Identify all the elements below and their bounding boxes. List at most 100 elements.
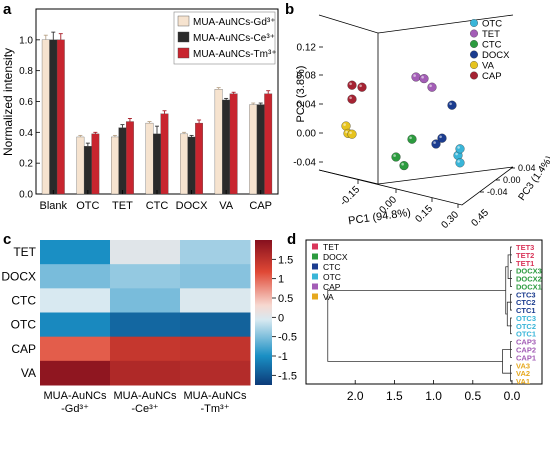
bar-otc-s1: [77, 137, 85, 194]
pca-point-otc: [456, 158, 465, 167]
heatmap-row-label: OTC: [11, 318, 37, 332]
pca-point-otc: [456, 144, 465, 153]
heatmap-cell-va: [180, 361, 251, 386]
panel-label-d: d: [287, 231, 296, 248]
heatmap-row-label: VA: [21, 366, 36, 380]
heatmap-col-label: -Gd³⁺: [61, 403, 89, 415]
heatmap-cell-cap: [40, 337, 111, 362]
bar-x-tick-label: Blank: [40, 200, 68, 212]
pca-point-highlight: [409, 137, 412, 140]
bar-y-tick-label: 0.6: [19, 97, 33, 108]
pca-point-highlight: [449, 103, 452, 106]
pca-legend-marker: [470, 19, 478, 27]
pca-z-tick-label: -0.04: [487, 187, 508, 197]
dendrogram-legend-label: CTC: [323, 262, 340, 272]
dendrogram-link: [328, 290, 506, 361]
heatmap-cell-va: [110, 361, 181, 386]
pca-legend-label: TET: [482, 29, 500, 40]
pca-legend-label: OTC: [482, 19, 502, 30]
bar-legend-swatch: [178, 32, 189, 42]
bar-x-tick-label: CTC: [146, 200, 169, 212]
pca-x-tick-label: 0.45: [469, 207, 491, 229]
pca-point-highlight: [429, 85, 432, 88]
dendrogram-x-tick-label: 0.0: [504, 389, 521, 403]
bar-y-axis-label: Normalized intensity: [1, 48, 15, 156]
colorbar-tick-label: 0.5: [278, 293, 293, 305]
dendrogram-link: [510, 271, 512, 287]
heatmap-row-label: CTC: [11, 293, 36, 307]
heatmap-cell-va: [40, 361, 111, 386]
bar-docx-s1: [180, 134, 188, 194]
pca-point-va: [348, 130, 357, 139]
bar-tet-s3: [126, 122, 134, 194]
pca-point-docx: [448, 101, 457, 110]
pca-legend-marker: [470, 51, 478, 59]
bar-tet-s1: [111, 137, 119, 194]
heatmap-col-label: -Tm³⁺: [200, 403, 229, 415]
pca-legend-label: CTC: [482, 40, 502, 51]
dendrogram-legend-swatch: [312, 244, 318, 250]
heatmap-cell-otc: [110, 313, 181, 338]
heatmap-col-label: MUA-AuNCs: [114, 390, 177, 402]
colorbar-tick-label: 1.5: [278, 254, 293, 266]
bar-ctc-s2: [153, 134, 161, 194]
pca-point-highlight: [349, 97, 352, 100]
panel-label-c: c: [3, 231, 11, 248]
dendrogram-x-tick-label: 1.5: [386, 389, 403, 403]
colorbar-tick-label: -1: [278, 351, 288, 363]
panel-label-a: a: [3, 1, 12, 18]
bar-ctc-s3: [161, 114, 169, 194]
pca-point-ctc: [400, 161, 409, 170]
pca-point-highlight: [359, 85, 362, 88]
heatmap-cell-tet: [180, 240, 251, 265]
heatmap-cell-cap: [110, 337, 181, 362]
bar-docx-s3: [195, 123, 203, 194]
bar-y-tick-label: 0.2: [19, 159, 33, 170]
dendrogram-link: [510, 294, 512, 310]
bar-x-tick-label: TET: [112, 200, 133, 212]
bar-x-tick-label: DOCX: [176, 200, 208, 212]
pca-point-tet: [412, 73, 421, 82]
pca-3d-panel: -0.04 0.00 0.04 0.08 0.12 -0.15 0.00 0.15 0.30 0.…: [293, 15, 550, 231]
pca-point-highlight: [343, 123, 346, 126]
pca-point-highlight: [439, 136, 442, 139]
bar-y-tick-label: 1.0: [19, 35, 33, 46]
pca-x-tick-label: -0.15: [338, 184, 362, 208]
bar-cap-s3: [264, 94, 272, 194]
bar-x-tick-label: OTC: [76, 200, 99, 212]
dendrogram-link: [510, 247, 512, 263]
bar-y-tick-label: 0.8: [19, 66, 33, 77]
pca-x-tick-label: 0.30: [439, 209, 461, 231]
dendrogram-legend-swatch: [312, 274, 318, 280]
heatmap-cell-docx: [110, 264, 181, 289]
dendrogram-legend-swatch: [312, 284, 318, 290]
pca-legend-marker: [470, 61, 478, 69]
pca-legend-marker: [470, 30, 478, 38]
bar-va-s1: [215, 89, 223, 194]
colorbar-tick-label: 1: [278, 274, 284, 286]
bar-legend-label: MUA-AuNCs-Tm³⁺: [193, 49, 277, 60]
pca-point-highlight: [345, 131, 348, 134]
dendrogram-x-tick-label: 1.0: [425, 389, 442, 403]
bar-otc-s2: [84, 146, 92, 194]
dendrogram-legend-label: TET: [323, 242, 339, 252]
bar-y-tick-label: 0.4: [19, 128, 33, 139]
heatmap-cell-docx: [40, 264, 111, 289]
heatmap-cell-docx: [180, 264, 251, 289]
pca-legend-label: VA: [482, 61, 495, 72]
heatmap-cell-otc: [180, 313, 251, 338]
dendrogram-x-tick-label: 2.0: [347, 389, 364, 403]
pca-back-floor-edge: [378, 167, 513, 184]
heatmap-col-label: MUA-AuNCs: [184, 390, 247, 402]
heatmap-row-label: TET: [13, 245, 36, 259]
heatmap-cell-tet: [40, 240, 111, 265]
heatmap-col-label: -Ce³⁺: [131, 403, 158, 415]
pca-point-highlight: [349, 83, 352, 86]
dendrogram-link: [510, 342, 512, 358]
bar-chart-panel: Normalized intensity 0.00.20.40.60.81.0 …: [1, 9, 278, 212]
pca-point-highlight: [421, 76, 424, 79]
